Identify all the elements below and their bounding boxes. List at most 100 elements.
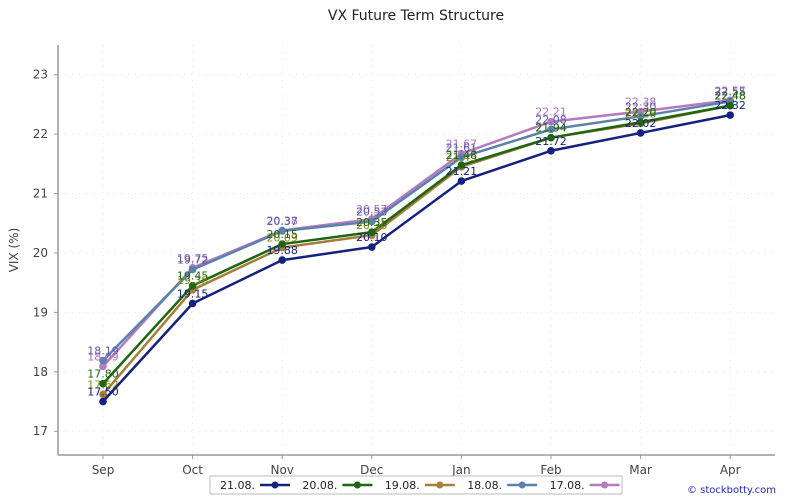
x-tick-label: Oct: [182, 463, 203, 477]
data-label: 18.09: [87, 350, 119, 363]
data-point: [278, 227, 287, 235]
data-label: 22.32: [714, 99, 746, 112]
data-label: 22.21: [535, 106, 567, 119]
y-tick-label: 19: [33, 305, 48, 319]
data-label: 17.50: [87, 386, 119, 399]
data-label: 21.48: [446, 149, 478, 162]
data-point: [99, 362, 107, 371]
data-label: 20.38: [266, 214, 298, 227]
data-label: 20.53: [356, 205, 388, 218]
data-point: [99, 356, 107, 365]
data-point: [368, 228, 376, 236]
data-label: 21.21: [446, 165, 478, 178]
legend-marker: [353, 481, 361, 489]
data-label: 20.15: [266, 228, 298, 241]
series-layer: [99, 96, 734, 406]
data-label: 22.08: [535, 113, 567, 126]
legend-marker: [271, 481, 279, 489]
y-tick-label: 20: [33, 246, 48, 260]
y-axis-label: VIX (%): [7, 228, 21, 273]
data-label: 17.80: [87, 368, 119, 381]
data-point: [99, 379, 107, 388]
data-point: [547, 125, 555, 134]
series-line: [102, 113, 731, 403]
data-point: [188, 265, 197, 274]
data-label: 22.55: [714, 85, 746, 98]
x-tick-label: Feb: [540, 463, 561, 477]
data-label: 20.30: [356, 219, 388, 232]
x-tick-label: Jan: [451, 463, 471, 477]
data-label: 22.57: [714, 84, 746, 97]
legend-label: 20.08.: [302, 479, 337, 492]
data-labels-layer: 18.09 19.75 20.38 20.57 21.67 22.21 22.38 22.57…: [87, 84, 746, 398]
data-label: 22.48: [714, 90, 746, 103]
data-label: 22.02: [625, 117, 657, 130]
data-point: [188, 281, 197, 290]
y-tick-label: 21: [33, 187, 48, 201]
legend-label: 21.08.: [220, 479, 255, 492]
data-label: 20.09: [266, 232, 298, 245]
y-tick-label: 18: [33, 365, 48, 379]
data-label: 21.72: [535, 135, 567, 148]
legend-label: 17.08.: [550, 479, 585, 492]
data-label: 22.48: [714, 90, 746, 103]
data-point: [457, 153, 466, 162]
data-label: 22.38: [625, 96, 657, 109]
data-label: 19.15: [177, 287, 209, 300]
legend-marker: [436, 481, 444, 489]
data-label: 20.35: [356, 216, 388, 229]
data-point: [547, 146, 555, 155]
data-point: [547, 133, 555, 142]
legend-marker: [518, 481, 526, 489]
data-point: [636, 112, 645, 121]
y-tick-label: 23: [33, 68, 48, 82]
series-line: [102, 100, 731, 362]
x-tick-label: Apr: [720, 463, 741, 477]
x-tick-label: Nov: [270, 463, 293, 477]
series-line: [102, 99, 731, 368]
data-label: 21.94: [535, 122, 567, 135]
x-tick-label: Mar: [629, 463, 652, 477]
data-point: [636, 129, 645, 137]
data-label: 21.45: [446, 151, 478, 164]
data-label: 20.57: [356, 203, 388, 216]
legend: 21.08. 20.08. 19.08. 18.08. 17.08.: [209, 475, 623, 495]
data-label: 20.10: [356, 231, 388, 244]
data-label: 19.72: [177, 254, 209, 267]
data-label: 21.61: [446, 141, 478, 154]
chart-title: VX Future Term Structure: [328, 8, 504, 24]
data-point: [278, 240, 287, 248]
series-line: [102, 104, 731, 385]
data-label: 19.88: [266, 244, 298, 257]
data-label: 22.18: [625, 107, 657, 120]
data-label: 19.45: [177, 270, 209, 283]
legend-box: [209, 475, 623, 495]
axes-group: 17 18 19 20 21 22 23 Sep Oct Nov Dec Jan Feb Mar Apr: [33, 45, 775, 477]
data-label: 19.38: [177, 274, 209, 287]
credit-text[interactable]: © stockbotty.com: [686, 485, 776, 496]
y-tick-label: 17: [33, 424, 48, 438]
data-label: 20.37: [266, 215, 298, 228]
data-point: [547, 117, 555, 126]
data-label: 21.94: [535, 122, 567, 135]
data-point: [457, 177, 466, 185]
grid-group: [58, 45, 775, 455]
data-point: [278, 256, 287, 264]
legend-label: 19.08.: [385, 479, 420, 492]
x-tick-label: Sep: [92, 463, 115, 477]
legend-label: 18.08.: [467, 479, 502, 492]
data-label: 21.67: [446, 138, 478, 151]
data-label: 22.20: [625, 106, 657, 119]
data-point: [726, 111, 734, 119]
series-line: [102, 104, 731, 396]
data-label: 18.19: [87, 345, 119, 358]
x-tick-label: Dec: [360, 463, 383, 477]
data-label: 19.75: [177, 252, 209, 265]
legend-marker: [601, 481, 609, 489]
data-point: [636, 118, 645, 127]
data-point: [457, 161, 466, 169]
data-point: [99, 397, 107, 406]
data-label: 17.62: [87, 378, 119, 391]
data-point: [188, 299, 197, 308]
